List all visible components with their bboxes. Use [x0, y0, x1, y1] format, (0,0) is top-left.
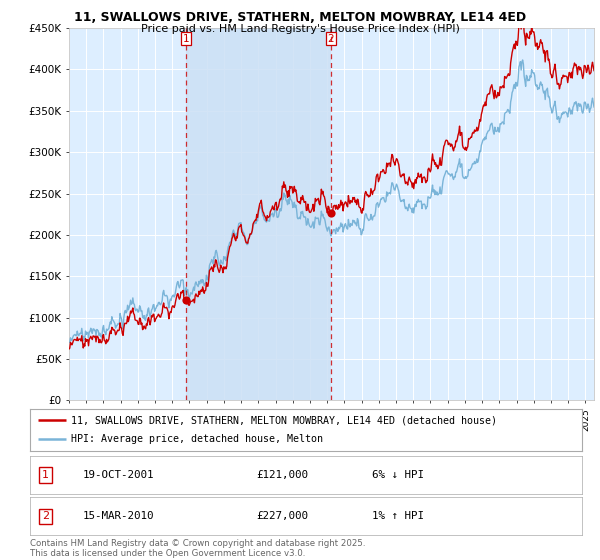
Text: 1% ↑ HPI: 1% ↑ HPI	[372, 511, 424, 521]
Text: 1: 1	[183, 34, 190, 44]
Text: Price paid vs. HM Land Registry's House Price Index (HPI): Price paid vs. HM Land Registry's House …	[140, 24, 460, 34]
Point	[326, 208, 335, 217]
Text: 2: 2	[42, 511, 49, 521]
Text: 15-MAR-2010: 15-MAR-2010	[82, 511, 154, 521]
Text: 11, SWALLOWS DRIVE, STATHERN, MELTON MOWBRAY, LE14 4ED (detached house): 11, SWALLOWS DRIVE, STATHERN, MELTON MOW…	[71, 415, 497, 425]
Text: 2: 2	[328, 34, 334, 44]
Point	[181, 296, 191, 305]
Text: £227,000: £227,000	[256, 511, 308, 521]
Text: HPI: Average price, detached house, Melton: HPI: Average price, detached house, Melt…	[71, 435, 323, 445]
Text: Contains HM Land Registry data © Crown copyright and database right 2025.
This d: Contains HM Land Registry data © Crown c…	[30, 539, 365, 558]
Bar	[186, 28, 331, 400]
Text: 11, SWALLOWS DRIVE, STATHERN, MELTON MOWBRAY, LE14 4ED: 11, SWALLOWS DRIVE, STATHERN, MELTON MOW…	[74, 11, 526, 24]
Text: 19-OCT-2001: 19-OCT-2001	[82, 470, 154, 480]
Text: 1: 1	[42, 470, 49, 480]
Text: £121,000: £121,000	[256, 470, 308, 480]
Text: 6% ↓ HPI: 6% ↓ HPI	[372, 470, 424, 480]
